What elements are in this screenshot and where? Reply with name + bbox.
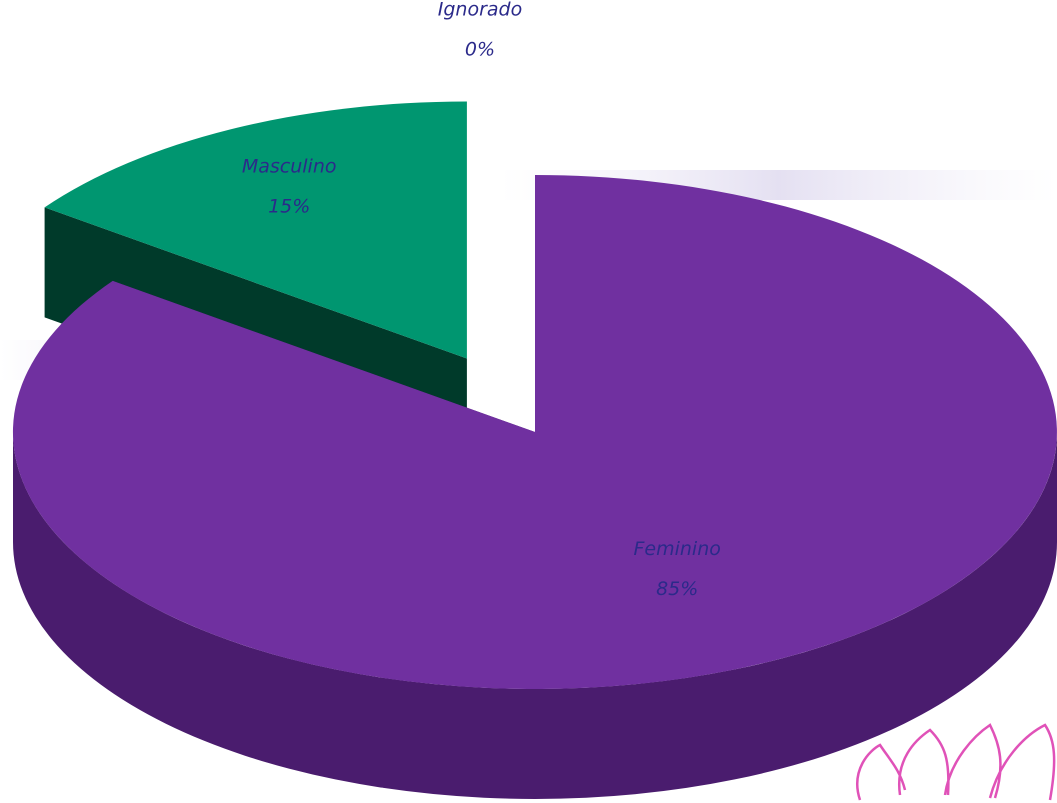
pie-slice	[12, 175, 1057, 689]
slice-value-label: 85%	[656, 578, 698, 600]
slice-value-label: 15%	[268, 195, 310, 217]
slice-label: Feminino	[633, 538, 720, 560]
flower-decoration	[856, 723, 1056, 801]
slice-value-label: 0%	[465, 39, 495, 61]
pie: Feminino 85% Masculino 15% Ignorado 0%	[12, 0, 1057, 799]
slice-label: Ignorado	[438, 0, 522, 21]
slice-label: Masculino	[242, 155, 337, 177]
pie-slice	[44, 101, 467, 359]
slice-side	[13, 432, 1057, 799]
